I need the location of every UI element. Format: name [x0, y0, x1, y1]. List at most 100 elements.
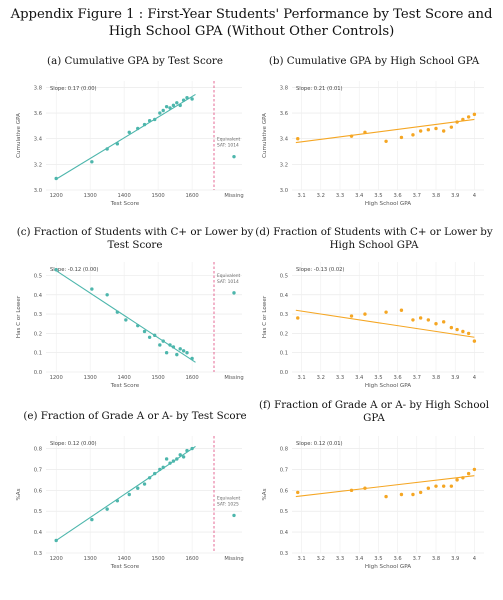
y-tick-label: 0.4: [280, 530, 289, 536]
data-point: [153, 333, 157, 338]
y-tick-label: 0.7: [280, 467, 288, 473]
data-point: [168, 343, 172, 347]
panel-c-chart: 0.0 0.1 0.2 0.3 0.4 0.5 1200 1300 1400 1500 1600 Te…: [16, 262, 244, 389]
x-tick-label: 3.1: [297, 193, 305, 199]
data-point: [164, 457, 169, 461]
data-point: [54, 538, 58, 543]
y-tick-label: 0.8: [280, 447, 288, 453]
data-point: [455, 327, 459, 332]
data-point: [90, 160, 94, 164]
x-tick-label: 1600: [186, 375, 199, 381]
x-axis-title: Test Score: [110, 564, 140, 570]
data-point: [418, 316, 423, 320]
data-point: [461, 329, 465, 334]
data-point: [411, 318, 415, 322]
data-point: [418, 129, 423, 133]
panel-a-title: (a) Cumulative GPA by Test Score: [20, 55, 250, 68]
y-tick-label: 0.5: [280, 274, 288, 280]
x-tick-label: 1300: [84, 556, 97, 562]
data-point: [105, 507, 109, 511]
y-tick-label: 0.4: [34, 530, 43, 536]
fit-line: [295, 118, 475, 144]
x-tick-label: 3.6: [393, 193, 401, 199]
data-point: [127, 492, 131, 497]
data-point: [161, 465, 165, 470]
missing-tick-label: Missing: [224, 193, 243, 199]
x-tick-label: 1300: [84, 375, 97, 381]
data-point: [466, 115, 471, 119]
x-tick-label: 3.9: [451, 193, 459, 199]
data-point: [158, 343, 162, 347]
y-tick-label: 3.2: [280, 162, 288, 168]
y-tick-label: 3.0: [34, 188, 42, 194]
data-point: [434, 484, 438, 488]
x-tick-label: 1500: [152, 375, 165, 381]
data-point: [434, 126, 438, 131]
x-axis-title: High School GPA: [365, 564, 411, 570]
data-point: [384, 310, 388, 314]
panel-a-title-text: (a) Cumulative GPA by Test Score: [47, 55, 223, 67]
data-point: [153, 471, 157, 476]
x-tick-label: 3.9: [451, 375, 459, 381]
x-tick-label: 1500: [152, 556, 165, 562]
panel-b-chart: 3.0 3.2 3.4 3.6 3.8 3.1 3.2 3.3 3.4 3.5 3.6 3.7 3.8 3…: [262, 81, 484, 207]
data-point: [105, 293, 109, 297]
data-point: [399, 135, 404, 140]
x-tick-label: 3.2: [317, 556, 325, 562]
y-axis-title: Has C or Lower: [262, 295, 268, 338]
x-tick-label: 1200: [50, 556, 63, 562]
y-axis-title: %As: [16, 488, 22, 500]
data-point: [147, 119, 152, 123]
fit-line: [295, 309, 475, 338]
panel-e-title-text: (e) Fraction of Grade A or A- by Test Sc…: [23, 410, 247, 422]
data-point: [434, 322, 438, 326]
data-point: [181, 349, 186, 353]
data-point: [171, 103, 176, 108]
y-tick-label: 0.1: [280, 351, 288, 357]
y-tick-label: 3.2: [34, 162, 42, 168]
data-point: [296, 316, 300, 320]
data-point: [461, 476, 465, 480]
data-point: [142, 482, 147, 486]
data-point: [185, 351, 189, 355]
panel-c-title-line1: (c) Fraction of Students with C+ or Lowe…: [16, 226, 254, 238]
missing-note-line2: SAT: 1014: [217, 143, 239, 149]
x-tick-label: 1200: [50, 193, 63, 199]
panel-e-title: (e) Fraction of Grade A or A- by Test Sc…: [15, 410, 255, 423]
data-point: [296, 490, 300, 495]
x-tick-label: 3.9: [451, 556, 459, 562]
x-tick-label: 1600: [186, 193, 199, 199]
missing-point: [232, 513, 236, 518]
x-tick-label: 3.8: [432, 556, 440, 562]
y-tick-label: 0.3: [280, 551, 288, 557]
missing-note-line2: SAT: 1025: [217, 501, 239, 507]
x-tick-label: 3.3: [336, 375, 344, 381]
missing-note-line1: Equivalent: [217, 273, 241, 279]
x-tick-label: 3.7: [413, 556, 421, 562]
panel-f-title-line2: GPA: [363, 411, 385, 424]
slope-annotation: Slope: 0.17 (0.00): [50, 86, 97, 92]
data-point: [363, 130, 367, 134]
data-point: [54, 176, 58, 181]
y-tick-label: 0.5: [34, 274, 42, 280]
y-tick-label: 0.0: [280, 370, 288, 376]
missing-note-line2: SAT: 1014: [217, 279, 239, 285]
data-point: [411, 133, 415, 137]
x-tick-label: 4: [473, 556, 477, 562]
data-point: [190, 446, 194, 451]
x-tick-label: 3.8: [432, 193, 440, 199]
x-tick-label: 1500: [152, 193, 165, 199]
y-axis-title: %As: [262, 488, 268, 500]
y-tick-label: 3.4: [280, 137, 289, 143]
data-point: [399, 308, 404, 312]
panel-c-title-line2: Test Score: [107, 238, 163, 251]
x-tick-label: 1400: [118, 556, 131, 562]
missing-note-line1: Equivalent: [217, 495, 241, 501]
y-tick-label: 0.3: [34, 312, 42, 318]
data-point: [164, 351, 169, 355]
panel-c-title: (c) Fraction of Students with C+ or Lowe…: [15, 226, 255, 251]
figure-title-line1: Appendix Figure 1 : First-Year Students'…: [10, 7, 493, 22]
panel-f-chart: 0.3 0.4 0.5 0.6 0.7 0.8 3.1 3.2 3.3 3.4 3.5 3.6 3.7 3…: [262, 436, 484, 570]
data-point: [178, 103, 182, 108]
y-tick-label: 0.1: [34, 351, 42, 357]
